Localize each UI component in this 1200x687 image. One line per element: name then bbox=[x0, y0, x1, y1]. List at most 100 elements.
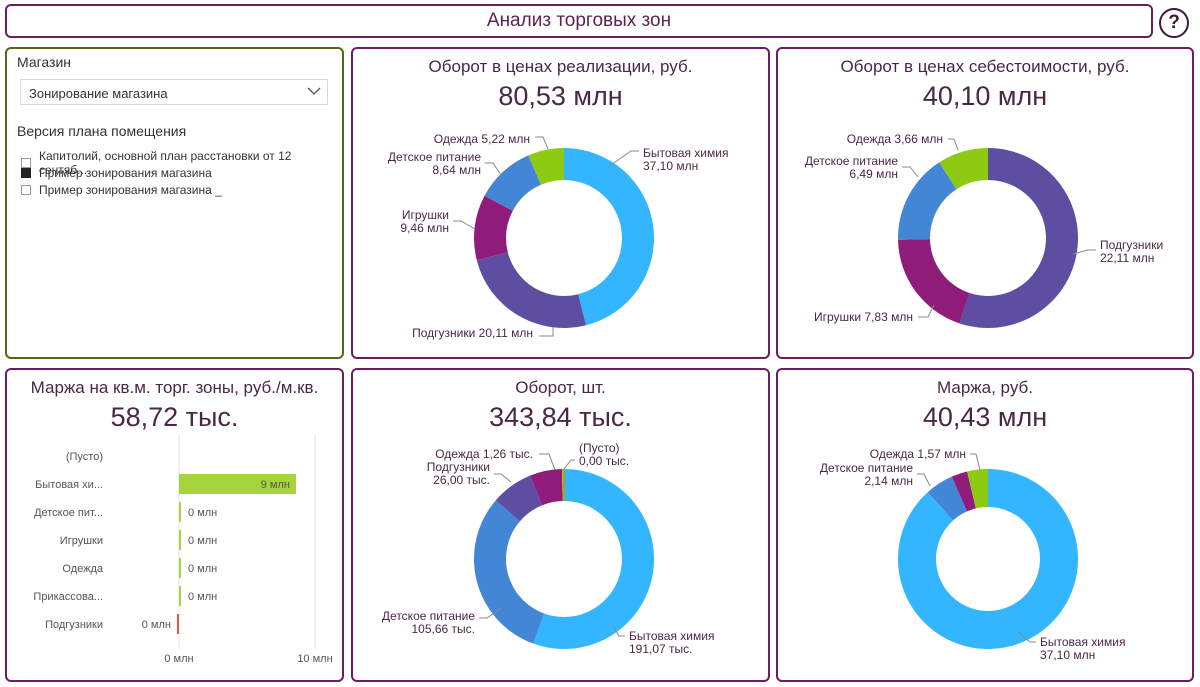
donut-slice-household-chemicals[interactable] bbox=[564, 148, 654, 326]
bar[interactable] bbox=[179, 586, 181, 606]
label-leader-line bbox=[1017, 631, 1036, 643]
card-total: 40,43 млн bbox=[922, 402, 1048, 432]
slice-label-diapers: Подгузники 20,11 млн bbox=[412, 326, 533, 340]
donut-slice-household-chemicals[interactable] bbox=[898, 469, 1078, 649]
card-title: Маржа, руб. bbox=[937, 378, 1033, 397]
card-title: Маржа на кв.м. торг. зоны, руб./м.кв. bbox=[30, 378, 319, 397]
donut-slice-baby-food[interactable] bbox=[474, 500, 545, 644]
label-leader-line bbox=[948, 138, 959, 151]
label-leader-line bbox=[563, 459, 575, 470]
bar[interactable] bbox=[179, 502, 182, 522]
card-total: 343,84 тыс. bbox=[489, 402, 632, 432]
bar[interactable] bbox=[179, 558, 181, 578]
store-dropdown[interactable]: Зонирование магазина bbox=[20, 79, 328, 105]
donut-slice-baby-food[interactable] bbox=[898, 162, 957, 240]
bar-value-label: 0 млн bbox=[188, 507, 217, 519]
label-leader-line bbox=[494, 473, 512, 483]
donut-slice-clothing[interactable] bbox=[967, 469, 988, 509]
slice-label-clothing: Одежда 5,22 млн bbox=[434, 132, 530, 146]
revenue-cost-donut: Подгузники 22,11 млн Игрушки 7,83 млн Детск… bbox=[805, 132, 1163, 328]
help-icon[interactable]: ? bbox=[1159, 8, 1189, 38]
donut-slice-toys[interactable] bbox=[951, 471, 976, 512]
bar-value-label: 0 млн bbox=[142, 619, 171, 631]
plan-option[interactable]: Пример зонирования магазина bbox=[21, 166, 212, 180]
label-leader-line bbox=[1072, 249, 1096, 255]
category-label: Детское пит... bbox=[34, 507, 103, 519]
slice-label-empty: (Пусто) 0,00 тыс. bbox=[579, 441, 629, 468]
bar-value-label: 0 млн bbox=[188, 563, 217, 575]
category-label: Одежда bbox=[62, 563, 104, 575]
slice-label-diapers: Подгузники 26,00 тыс. bbox=[427, 460, 490, 487]
turnover-pcs-donut: Бытовая химия 191,07 тыс. Детское питание 1… bbox=[382, 441, 715, 656]
label-leader-line bbox=[902, 166, 919, 178]
checkbox-checked[interactable] bbox=[21, 168, 31, 178]
chevron-down-icon bbox=[307, 87, 321, 95]
donut-slice-clothing[interactable] bbox=[528, 148, 564, 185]
plan-option[interactable]: Пример зонирования магазина _ bbox=[21, 183, 222, 197]
card-title: Оборот, шт. bbox=[515, 378, 606, 397]
donut-slice-diapers[interactable] bbox=[959, 148, 1078, 328]
donut-slice-diapers[interactable] bbox=[476, 252, 586, 328]
slice-label-toys: Игрушки 7,83 млн bbox=[814, 310, 913, 324]
label-leader-line bbox=[539, 327, 554, 337]
label-leader-line bbox=[539, 453, 556, 471]
card-total: 58,72 тыс. bbox=[110, 402, 239, 432]
donut-slice-toys[interactable] bbox=[530, 469, 563, 506]
label-leader-line bbox=[453, 220, 476, 230]
slice-label-toys: Игрушки 9,46 млн bbox=[400, 208, 449, 235]
card-title: Оборот в ценах себестоимости, руб. bbox=[840, 57, 1130, 76]
bar-value-label: 0 млн bbox=[188, 535, 217, 547]
card-total: 40,10 млн bbox=[922, 81, 1048, 111]
category-label: Подгузники bbox=[45, 619, 103, 631]
x-tick-label: 0 млн bbox=[164, 653, 193, 665]
slice-label-household-chemicals: Бытовая химия 37,10 млн bbox=[643, 146, 728, 173]
label-leader-line bbox=[970, 453, 981, 471]
slice-label-clothing: Одежда 1,57 млн bbox=[870, 447, 966, 461]
donut-slice-baby-food[interactable] bbox=[927, 476, 968, 521]
margin-sqm-bar-chart: (Пусто) Бытовая хи... 9 млн Детское пит... 0… bbox=[33, 434, 333, 665]
filter-panel: Магазин Зонирование магазина Версия план… bbox=[5, 47, 344, 359]
store-dropdown-value: Зонирование магазина bbox=[29, 86, 168, 101]
revenue-sale-donut: Бытовая химия 37,10 млн Подгузники 20,11 м… bbox=[388, 132, 729, 340]
category-label: Игрушки bbox=[60, 535, 103, 547]
slice-label-baby-food: Детское питание 2,14 млн bbox=[820, 461, 913, 488]
turnover-pcs-card: Оборот, шт. 343,84 тыс. Бытовая химия 191… bbox=[351, 368, 770, 682]
slice-label-diapers: Подгузники 22,11 млн bbox=[1100, 238, 1163, 265]
label-leader-line bbox=[918, 304, 935, 318]
slice-label-household-chemicals: Бытовая химия 37,10 млн bbox=[1040, 635, 1125, 662]
checkbox[interactable] bbox=[21, 158, 31, 168]
donut-slice-diapers[interactable] bbox=[495, 475, 543, 522]
slice-label-baby-food: Детское питание 6,49 млн bbox=[805, 154, 898, 181]
slice-label-clothing: Одежда 3,66 млн bbox=[847, 132, 943, 146]
revenue-cost-card: Оборот в ценах себестоимости, руб. 40,10… bbox=[776, 47, 1194, 359]
category-label: (Пусто) bbox=[66, 451, 103, 463]
donut-slice-toys[interactable] bbox=[474, 195, 513, 261]
checkbox[interactable] bbox=[21, 185, 31, 195]
donut-slice-toys[interactable] bbox=[898, 239, 970, 324]
x-tick-label: 10 млн bbox=[297, 653, 332, 665]
margin-rub-donut: Бытовая химия 37,10 млн Детское питание 2,1… bbox=[820, 447, 1126, 662]
donut-slice-household-chemicals[interactable] bbox=[533, 469, 654, 649]
category-label: Бытовая хи... bbox=[35, 479, 103, 491]
plan-option-label: Пример зонирования магазина _ bbox=[39, 183, 222, 197]
slice-label-clothing: Одежда 1,26 тыс. bbox=[435, 447, 533, 461]
label-leader-line bbox=[485, 162, 502, 176]
store-label: Магазин bbox=[17, 54, 72, 70]
margin-rub-card: Маржа, руб. 40,43 млн Бытовая химия 37,10… bbox=[776, 368, 1194, 682]
donut-slice-baby-food[interactable] bbox=[484, 155, 542, 211]
bar[interactable] bbox=[176, 614, 179, 634]
bar[interactable] bbox=[179, 474, 296, 494]
plan-option-label: Капитолий, основной план расстановки от … bbox=[38, 149, 292, 177]
label-leader-line bbox=[535, 136, 549, 150]
plan-label: Версия плана помещения bbox=[17, 123, 187, 139]
donut-slice-clothing[interactable] bbox=[939, 148, 988, 190]
label-leader-line bbox=[612, 625, 625, 637]
revenue-sale-card: Оборот в ценах реализации, руб. 80,53 мл… bbox=[351, 47, 770, 359]
label-leader-line bbox=[479, 607, 502, 619]
slice-label-household-chemicals: Бытовая химия 191,07 тыс. bbox=[629, 629, 714, 656]
report-title: Анализ торговых зон bbox=[5, 4, 1153, 38]
bar[interactable] bbox=[179, 530, 182, 550]
card-total: 80,53 млн bbox=[498, 81, 623, 111]
slice-label-baby-food: Детское питание 105,66 тыс. bbox=[382, 609, 475, 636]
plan-option[interactable]: Капитолий, основной план расстановки от … bbox=[21, 149, 342, 177]
